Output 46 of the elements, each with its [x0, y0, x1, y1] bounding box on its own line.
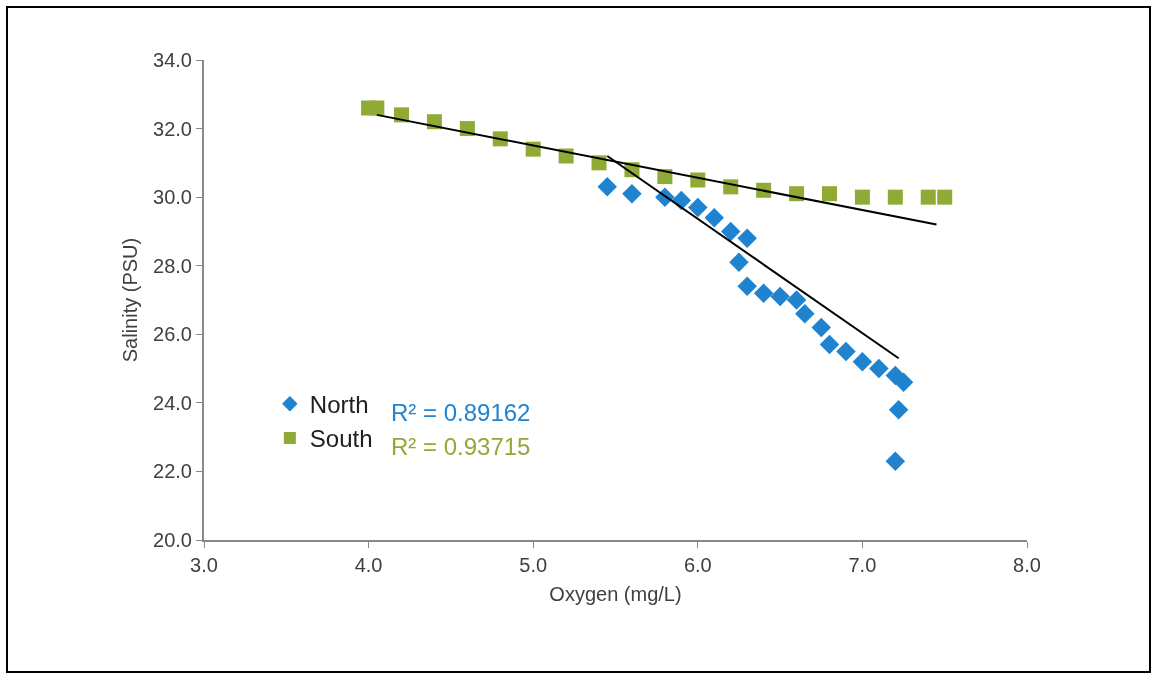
- point: [688, 197, 708, 218]
- point: [786, 290, 807, 310]
- point: [852, 351, 873, 372]
- x-tick-label: 4.0: [354, 554, 383, 576]
- legend-label: North: [309, 391, 369, 419]
- legend-label: South: [309, 425, 373, 453]
- point: [811, 317, 831, 338]
- point: [753, 283, 774, 303]
- point: [622, 183, 642, 204]
- x-axis-title: Oxygen (mg/L): [549, 583, 682, 605]
- point: [869, 358, 889, 379]
- point: [597, 177, 618, 197]
- annotation: R² = 0.89162: [391, 399, 531, 426]
- point: [887, 189, 903, 205]
- point: [720, 221, 741, 242]
- point: [737, 228, 757, 249]
- point: [937, 189, 953, 205]
- x-tick-label: 7.0: [848, 554, 877, 576]
- point: [821, 186, 837, 202]
- point: [795, 303, 815, 324]
- point: [888, 399, 909, 420]
- y-tick-label: 26.0: [153, 323, 192, 346]
- point: [737, 276, 757, 297]
- point: [920, 189, 936, 205]
- point: [704, 207, 725, 228]
- y-tick-label: 24.0: [153, 391, 192, 414]
- annotation: R² = 0.93715: [391, 433, 531, 460]
- x-tick-label: 8.0: [1013, 554, 1041, 576]
- x-tick-label: 3.0: [190, 554, 218, 576]
- y-tick-label: 34.0: [153, 49, 192, 71]
- point: [770, 286, 790, 307]
- x-tick-label: 6.0: [683, 554, 712, 576]
- y-tick-label: 28.0: [153, 254, 192, 277]
- y-axis-title: Salinity (PSU): [119, 237, 142, 363]
- y-tick-label: 32.0: [153, 117, 192, 140]
- point: [819, 334, 840, 355]
- y-tick-label: 22.0: [153, 460, 192, 483]
- point: [729, 252, 749, 273]
- y-tick-label: 20.0: [153, 529, 192, 551]
- point: [854, 189, 870, 205]
- point: [893, 372, 914, 393]
- point: [369, 100, 385, 116]
- x-tick-label: 5.0: [519, 554, 548, 576]
- point: [836, 341, 856, 362]
- y-tick-label: 30.0: [153, 186, 192, 209]
- point: [885, 451, 906, 471]
